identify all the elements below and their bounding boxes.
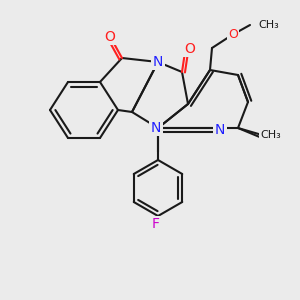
Text: N: N (215, 123, 225, 137)
Text: O: O (184, 42, 195, 56)
Text: CH₃: CH₃ (258, 20, 279, 30)
Text: CH₃: CH₃ (260, 130, 281, 140)
Text: N: N (151, 121, 161, 135)
Text: F: F (152, 217, 160, 231)
Text: O: O (228, 28, 238, 40)
Text: N: N (153, 55, 163, 69)
Text: O: O (105, 30, 116, 44)
